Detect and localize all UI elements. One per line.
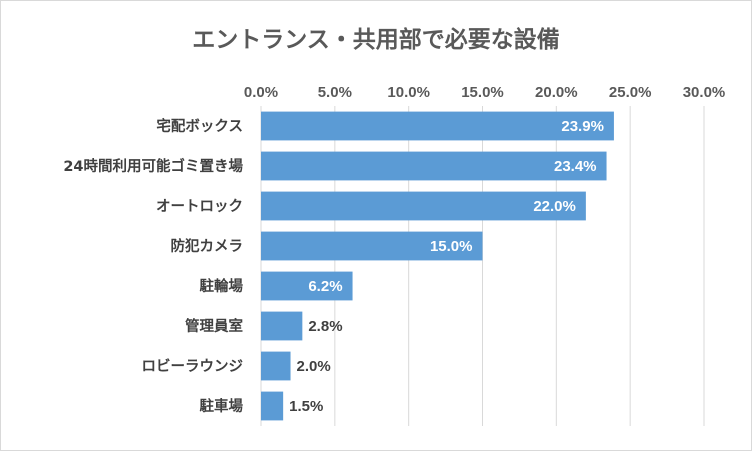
x-tick-label: 15.0%	[461, 84, 504, 101]
category-label: オートロック	[156, 198, 243, 215]
data-label: 2.0%	[297, 358, 331, 375]
chart-title: エントランス・共用部で必要な設備	[192, 26, 560, 53]
x-tick-label: 10.0%	[387, 84, 430, 101]
bar	[261, 271, 353, 301]
data-label: 23.4%	[554, 158, 597, 175]
data-label: 1.5%	[289, 398, 323, 415]
category-label: 宅配ボックス	[156, 117, 243, 135]
x-tick-label: 5.0%	[318, 84, 352, 101]
data-label: 23.9%	[561, 118, 604, 135]
bar	[261, 231, 483, 261]
category-label: 管理員室	[185, 317, 243, 335]
x-tick-label: 25.0%	[609, 84, 652, 101]
category-label: 防犯カメラ	[171, 237, 244, 255]
category-label: 駐車場	[200, 397, 244, 415]
bar	[261, 391, 284, 421]
bar	[261, 151, 607, 181]
data-label: 22.0%	[533, 198, 576, 215]
bar	[261, 191, 586, 221]
data-label: 2.8%	[308, 318, 342, 335]
bar	[261, 111, 614, 141]
data-label: 15.0%	[430, 238, 473, 255]
bar	[261, 311, 303, 341]
bar	[261, 351, 291, 381]
x-tick-label: 30.0%	[683, 84, 726, 101]
x-tick-label: 0.0%	[244, 84, 278, 101]
category-label: 24時間利用可能ゴミ置き場	[63, 157, 243, 175]
x-tick-label: 20.0%	[535, 84, 578, 101]
category-label: 駐輪場	[200, 277, 244, 295]
data-label: 6.2%	[308, 278, 342, 295]
category-label: ロビーラウンジ	[142, 358, 244, 375]
